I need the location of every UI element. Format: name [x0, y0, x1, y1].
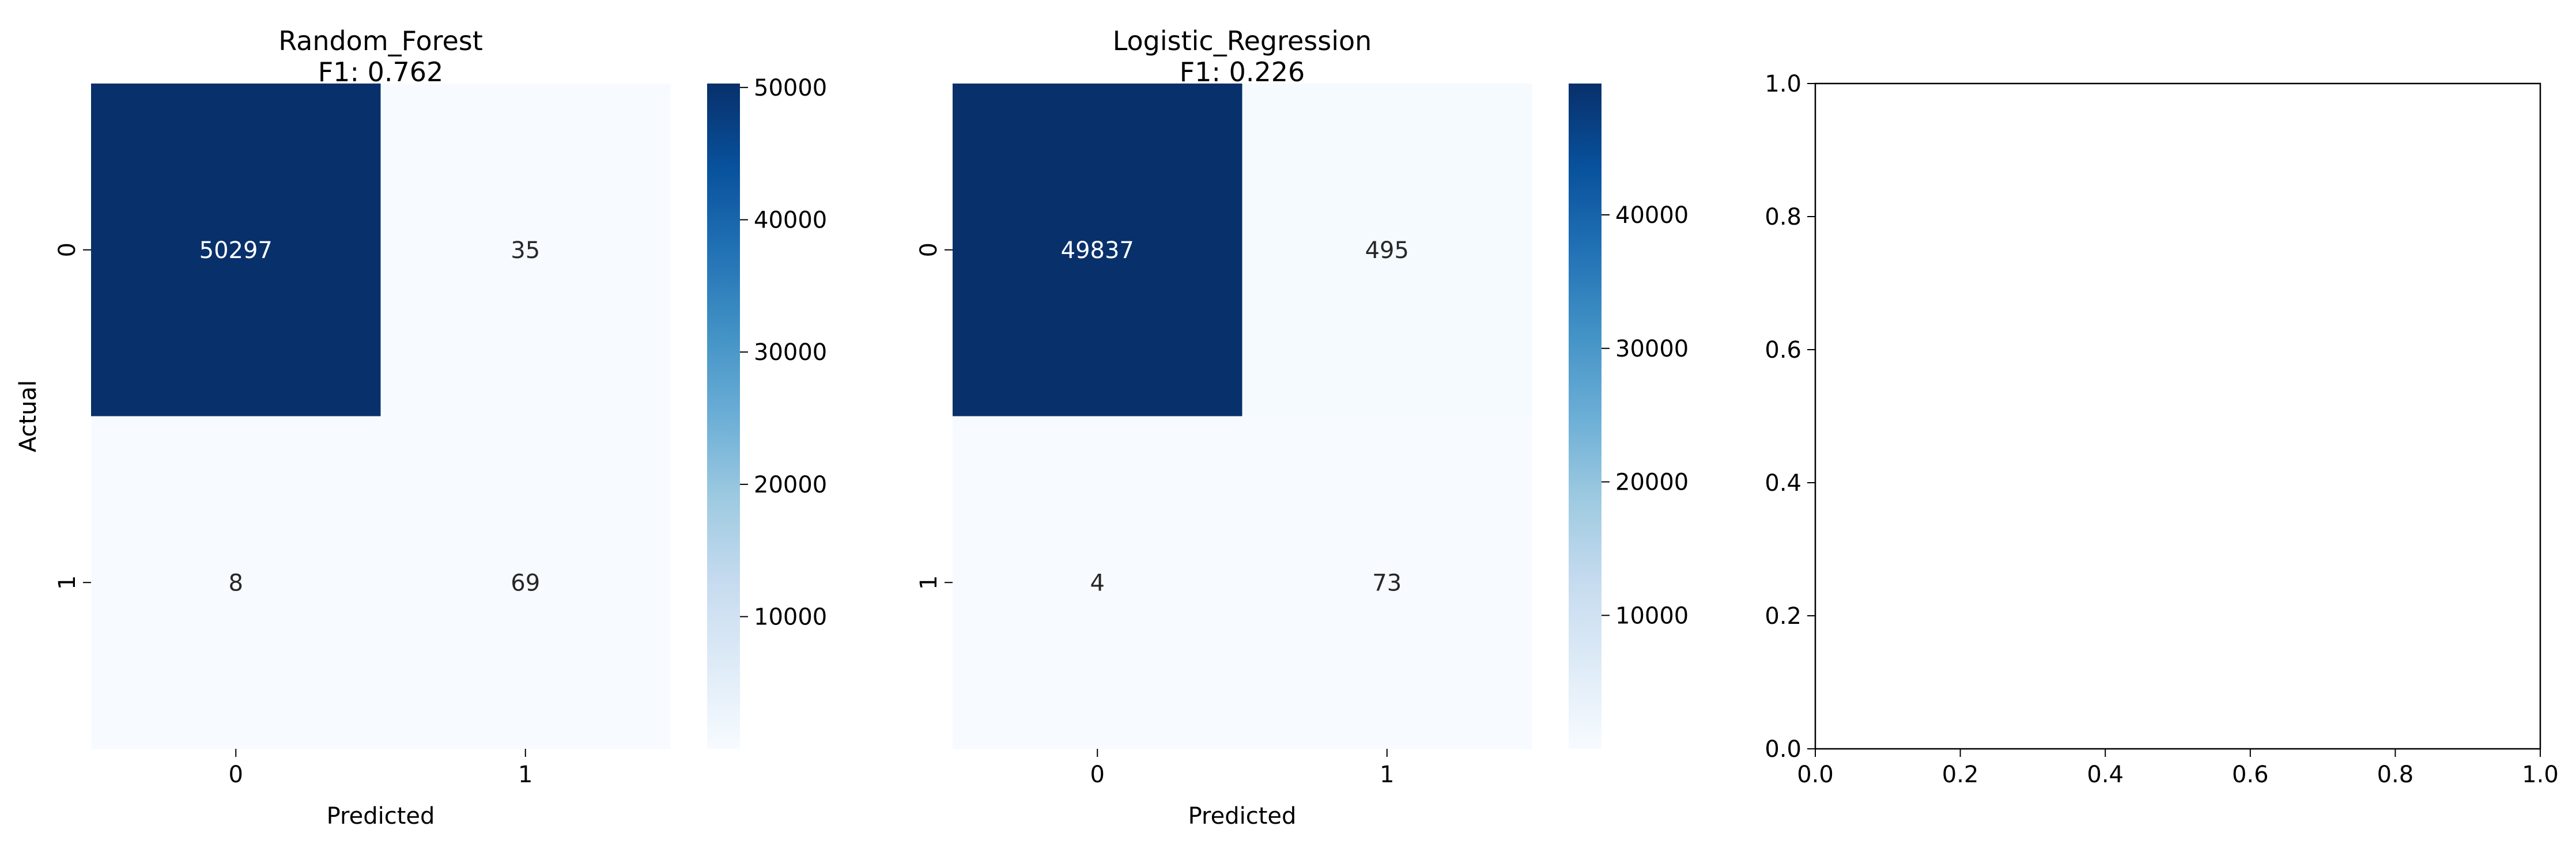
cell-value-label: 69 — [511, 570, 540, 596]
chart-title-line: Random_Forest — [278, 25, 483, 56]
colorbar-tick-label: 30000 — [1615, 336, 1689, 362]
colorbar-tick-label: 30000 — [754, 339, 827, 366]
y-tick-label: 1 — [916, 575, 942, 590]
cell-value-label: 35 — [511, 237, 540, 264]
y-tick-label: 1 — [54, 575, 81, 590]
heatmap-cell — [380, 84, 671, 416]
cell-value-label: 49837 — [1061, 237, 1134, 264]
heatmap-cell — [91, 416, 381, 749]
colorbar-tick-label: 10000 — [754, 604, 827, 631]
chart-title-line: F1: 0.226 — [1180, 56, 1305, 88]
y-axis-label: Actual — [15, 380, 41, 452]
heatmap-cell — [380, 416, 671, 749]
y-tick-label: 0.6 — [1765, 337, 1801, 363]
empty-axes: 0.0 0.2 0.4 0.6 0.8 1.0 0.0 0.2 0.4 0.6 0.8 1.0 — [1765, 71, 2558, 788]
x-tick-label: 0.8 — [2377, 762, 2414, 788]
x-tick-label: 1.0 — [2522, 762, 2559, 788]
confusion-matrix-random-forest: 50297 35 8 69 0 1 0 1 Predicted Actual Random_Fore… — [15, 25, 827, 829]
y-tick-label: 0.0 — [1765, 736, 1801, 763]
x-tick-label: 1 — [1380, 762, 1394, 788]
y-tick-label: 0.2 — [1765, 603, 1801, 630]
heatmap-cell — [1242, 416, 1532, 749]
cell-value-label: 73 — [1372, 570, 1402, 596]
x-tick-label: 0.0 — [1797, 762, 1834, 788]
cell-value-label: 4 — [1090, 570, 1105, 596]
cell-value-label: 495 — [1365, 237, 1409, 264]
axes-frame — [1814, 82, 2541, 750]
y-tick-label: 0.4 — [1765, 470, 1801, 497]
colorbar-tick-label: 40000 — [754, 207, 827, 233]
x-tick-label: 1 — [518, 762, 532, 788]
confusion-matrix-logistic-regression: 49837 495 4 73 0 1 0 1 Predicted Actual Logistic_R… — [15, 25, 1689, 829]
y-tick-label: 0 — [54, 243, 81, 257]
chart-title: Random_Forest F1: 0.762 — [278, 25, 483, 88]
colorbar-tick-label: 40000 — [1615, 202, 1689, 229]
cell-value-label: 50297 — [199, 237, 273, 264]
colorbar — [1569, 84, 1601, 749]
chart-title-line: Logistic_Regression — [1113, 25, 1372, 56]
heatmap-cell — [953, 84, 1242, 416]
y-tick-label: 0 — [916, 243, 942, 257]
colorbar-tick-label: 10000 — [1615, 603, 1689, 629]
cell-value-label: 8 — [229, 570, 243, 596]
colorbar-tick-label: 20000 — [754, 472, 827, 498]
heatmap-cell — [1242, 84, 1532, 416]
x-tick-label: 0 — [229, 762, 243, 788]
colorbar — [707, 84, 740, 749]
y-axis-label: Actual — [15, 380, 41, 452]
colorbar-tick-label: 50000 — [754, 75, 827, 101]
y-tick-label: 0.8 — [1765, 204, 1801, 230]
colorbar-tick-label: 20000 — [1615, 469, 1689, 496]
heatmap-cell — [953, 416, 1242, 749]
x-tick-label: 0 — [1090, 762, 1105, 788]
x-axis-label: Predicted — [1188, 803, 1297, 829]
x-axis-label: Predicted — [327, 803, 435, 829]
x-tick-label: 0.4 — [2087, 762, 2124, 788]
chart-title-line: F1: 0.762 — [318, 56, 444, 88]
chart-title: Logistic_Regression F1: 0.226 — [1113, 25, 1372, 88]
x-tick-label: 0.6 — [2232, 762, 2269, 788]
x-tick-label: 0.2 — [1942, 762, 1979, 788]
heatmap-cell — [91, 84, 381, 416]
y-tick-label: 1.0 — [1765, 71, 1801, 97]
